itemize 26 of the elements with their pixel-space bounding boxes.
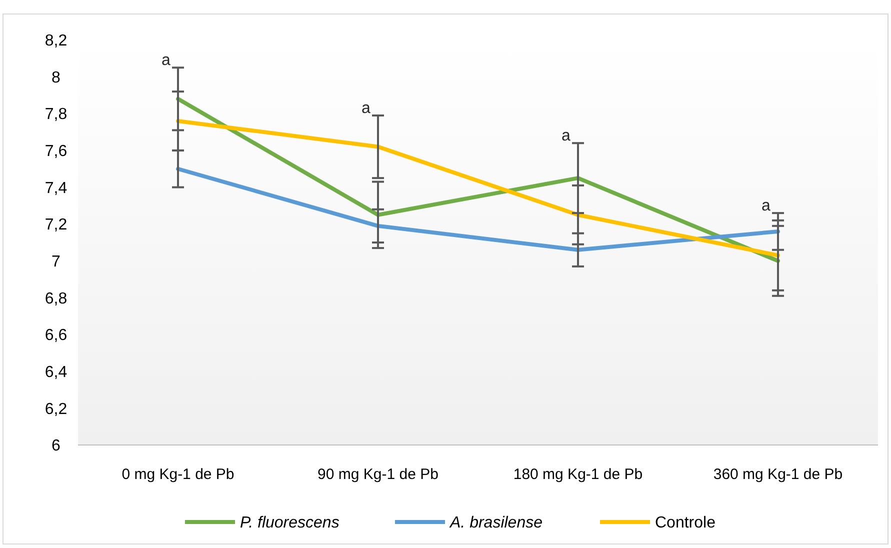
legend-label: P. fluorescens: [240, 514, 340, 532]
y-tick-label: 7,4: [44, 180, 68, 197]
y-tick-label: 7,6: [44, 143, 68, 160]
x-tick-label: 0 mg Kg-1 de Pb: [122, 466, 234, 483]
y-tick-label: 6,4: [44, 364, 68, 381]
y-tick-label: 6,6: [44, 327, 68, 344]
line-series: [176, 96, 780, 263]
y-tick-label: 7,2: [44, 216, 68, 234]
y-tick-label: 7: [52, 254, 61, 271]
y-tick-label: 8,2: [44, 32, 68, 50]
line-series: [176, 119, 780, 258]
y-tick-label: 6,2: [44, 400, 68, 418]
legend-label: Controle: [655, 514, 716, 532]
y-tick-label: 7,8: [44, 106, 68, 124]
x-tick-label: 360 mg Kg-1 de Pb: [713, 466, 843, 483]
y-tick-label: 8: [52, 69, 61, 86]
annotation: a: [562, 128, 571, 145]
annotation: a: [762, 198, 771, 215]
y-tick-label: 6,8: [44, 290, 68, 308]
annotation: a: [162, 52, 171, 70]
line-series: [176, 166, 780, 252]
legend-label: A. brasilense: [449, 514, 543, 532]
y-tick-label: 6: [52, 438, 61, 455]
annotation: a: [362, 100, 371, 118]
x-tick-label: 90 mg Kg-1 de Pb: [318, 466, 438, 483]
x-tick-label: 180 mg Kg-1 de Pb: [513, 466, 643, 483]
